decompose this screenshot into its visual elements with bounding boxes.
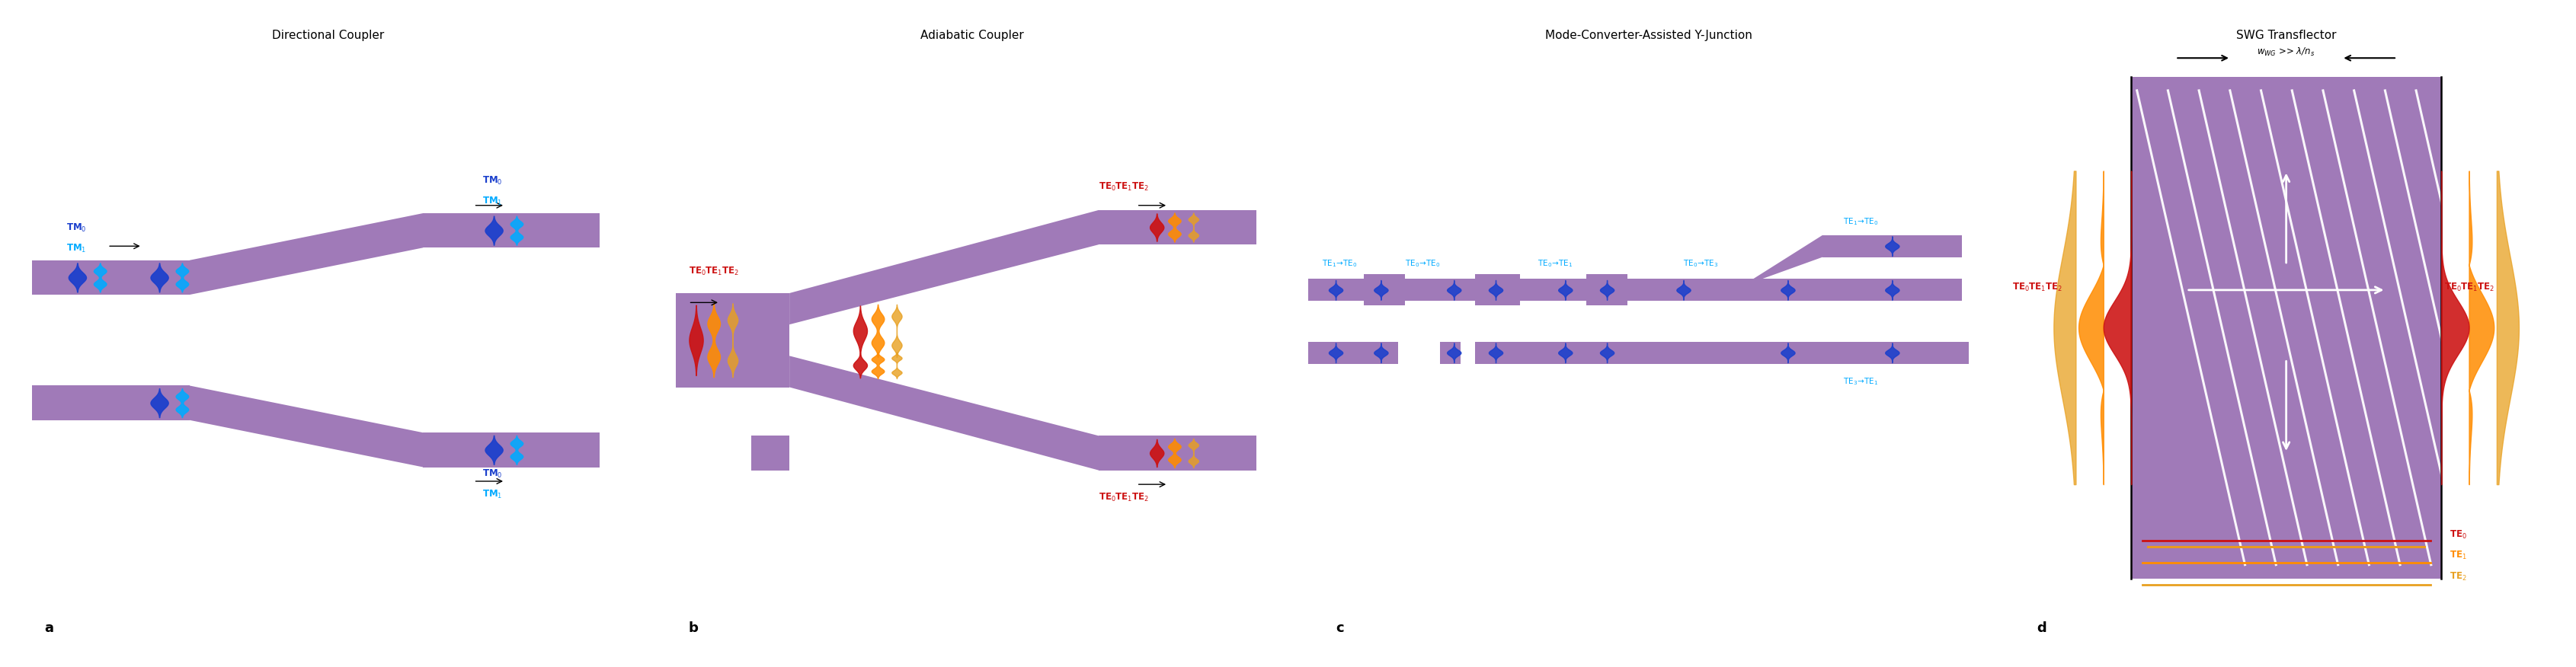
Text: TE$_0$TE$_1$TE$_2$: TE$_0$TE$_1$TE$_2$ (1097, 181, 1149, 193)
Bar (1309, 342, 1363, 364)
Bar (1473, 342, 1520, 364)
Polygon shape (1752, 235, 1821, 282)
Bar (1821, 235, 1963, 257)
Polygon shape (191, 213, 422, 295)
Text: d: d (2038, 621, 2048, 635)
Bar (422, 433, 600, 467)
Polygon shape (1656, 279, 1821, 301)
Bar (1097, 210, 1257, 245)
Text: TM$_1$: TM$_1$ (67, 243, 85, 254)
Text: TE$_0$TE$_1$TE$_2$: TE$_0$TE$_1$TE$_2$ (2445, 281, 2494, 293)
Polygon shape (191, 386, 422, 467)
Bar (1309, 279, 1363, 301)
Text: TM$_0$: TM$_0$ (67, 222, 85, 233)
Bar (1587, 274, 1628, 305)
Bar (1440, 279, 1473, 301)
Bar (31, 260, 191, 295)
Text: TE$_0$: TE$_0$ (2450, 530, 2468, 541)
Text: TM$_1$: TM$_1$ (482, 488, 502, 500)
Bar (1363, 274, 1406, 305)
Text: TM$_0$: TM$_0$ (482, 468, 502, 480)
Text: TE$_0$$\!\rightarrow\!$TE$_0$: TE$_0$$\!\rightarrow\!$TE$_0$ (1404, 259, 1440, 269)
Text: w$_\mathregular{WG}$ >> $\lambda$/n$_s$: w$_\mathregular{WG}$ >> $\lambda$/n$_s$ (2257, 47, 2316, 58)
Bar (1628, 279, 1656, 301)
Bar (2130, 77, 2442, 578)
Bar (1520, 279, 1551, 301)
Text: b: b (688, 621, 698, 635)
Text: TE$_0$TE$_1$TE$_2$: TE$_0$TE$_1$TE$_2$ (2012, 281, 2063, 293)
Text: TM$_0$: TM$_0$ (482, 175, 502, 187)
Bar (1097, 436, 1257, 470)
Text: TE$_0$TE$_1$TE$_2$: TE$_0$TE$_1$TE$_2$ (1097, 492, 1149, 503)
Bar (1587, 342, 1628, 364)
Title: Adiabatic Coupler: Adiabatic Coupler (920, 30, 1025, 41)
Text: TE$_3$$\!\rightarrow\!$TE$_1$: TE$_3$$\!\rightarrow\!$TE$_1$ (1844, 376, 1878, 387)
Bar (675, 293, 788, 387)
Polygon shape (788, 210, 1097, 325)
Text: TE$_1$$\!\rightarrow\!$TE$_0$: TE$_1$$\!\rightarrow\!$TE$_0$ (1321, 259, 1358, 269)
Bar (1551, 342, 1587, 364)
Bar (1520, 342, 1551, 364)
Title: Directional Coupler: Directional Coupler (273, 30, 384, 41)
Text: a: a (44, 621, 54, 635)
Bar (1628, 342, 1656, 364)
Bar (1551, 279, 1587, 301)
Text: TE$_0$$\!\rightarrow\!$TE$_1$: TE$_0$$\!\rightarrow\!$TE$_1$ (1538, 259, 1574, 269)
Bar (422, 213, 600, 247)
Text: TE$_0$TE$_1$TE$_2$: TE$_0$TE$_1$TE$_2$ (688, 266, 739, 277)
Bar (1404, 279, 1440, 301)
Text: TE$_1$: TE$_1$ (2450, 550, 2468, 562)
Bar (1656, 342, 1968, 364)
Bar (31, 386, 191, 420)
Text: TE$_0$$\!\rightarrow\!$TE$_3$: TE$_0$$\!\rightarrow\!$TE$_3$ (1685, 259, 1718, 269)
Text: TE$_1$$\!\rightarrow\!$TE$_0$: TE$_1$$\!\rightarrow\!$TE$_0$ (1844, 217, 1878, 227)
Text: TE$_2$: TE$_2$ (2450, 572, 2468, 583)
Bar (1440, 342, 1461, 364)
Bar (1473, 274, 1520, 305)
Title: Mode-Converter-Assisted Y-Junction: Mode-Converter-Assisted Y-Junction (1546, 30, 1752, 41)
Title: SWG Transflector: SWG Transflector (2236, 30, 2336, 41)
Polygon shape (788, 356, 1097, 470)
Text: TM$_1$: TM$_1$ (482, 195, 502, 207)
Bar (1821, 279, 1963, 301)
Bar (1363, 342, 1399, 364)
Text: c: c (1334, 621, 1345, 635)
Bar (752, 436, 788, 470)
